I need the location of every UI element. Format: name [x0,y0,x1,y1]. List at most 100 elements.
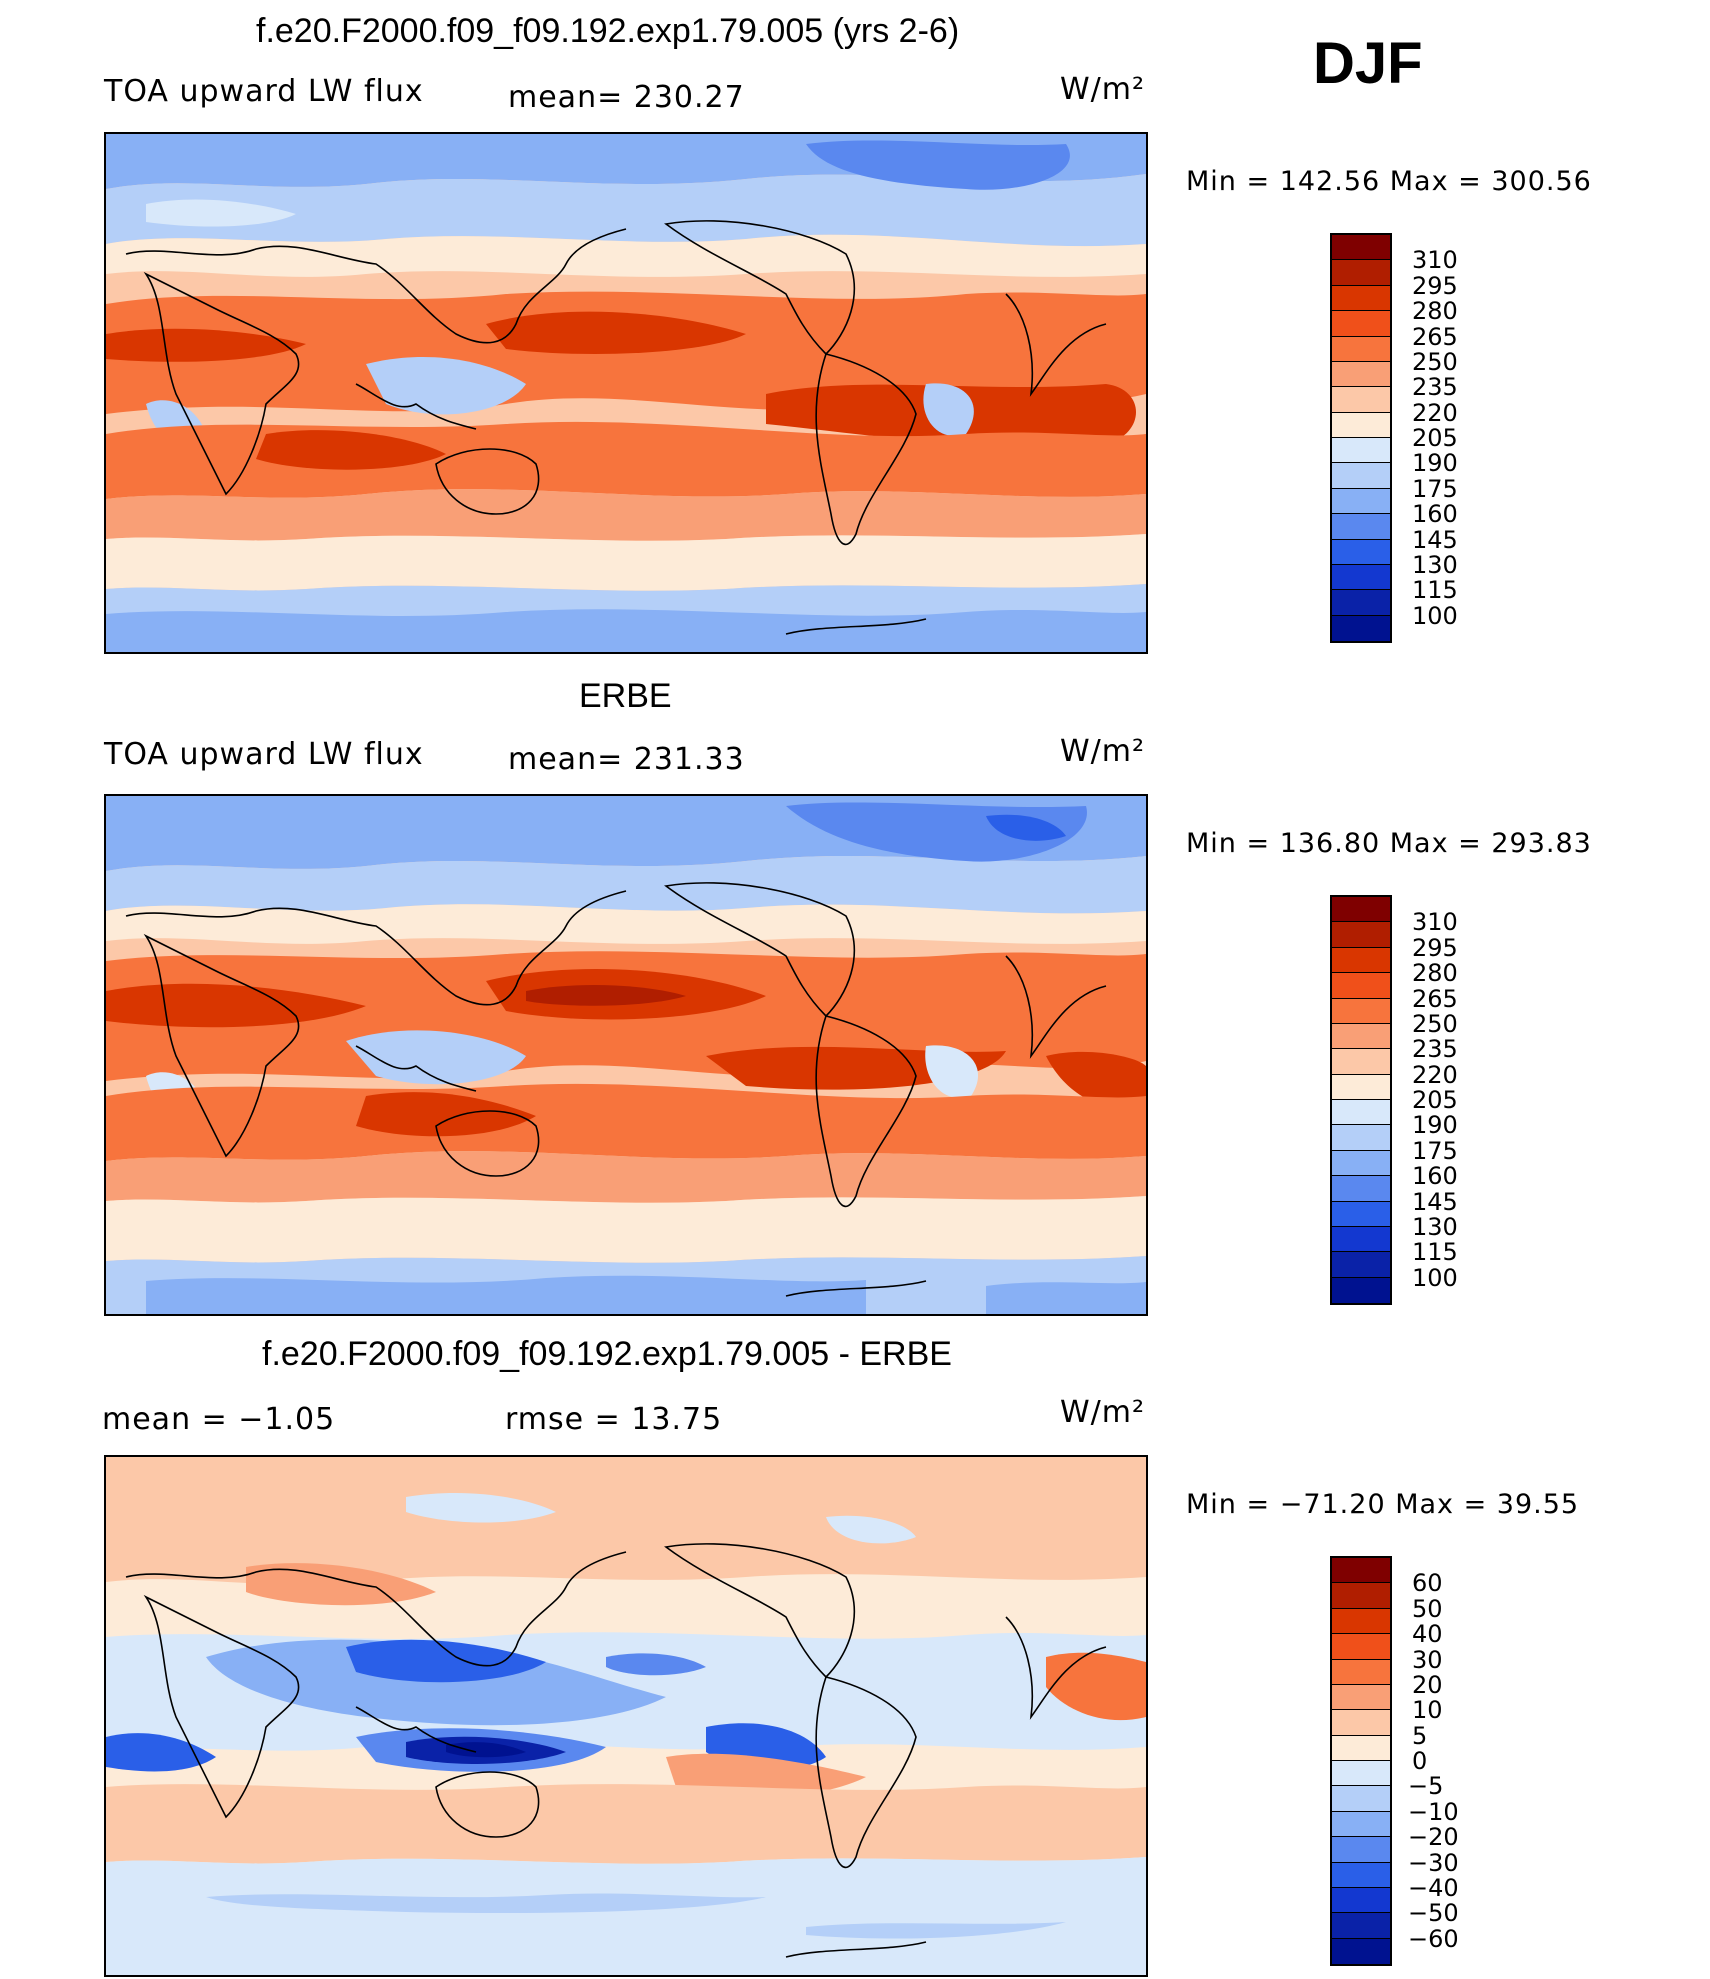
colorbar-swatch [1332,1811,1390,1838]
colorbar-tick-label: 130 [1412,1212,1458,1241]
colorbar-tick-label: 310 [1412,246,1458,275]
colorbar-swatch [1332,1023,1390,1050]
colorbar-swatch [1332,564,1390,591]
colorbar-tick-label: −30 [1408,1848,1459,1877]
colorbar-swatch [1332,311,1390,337]
colorbar-swatch [1332,1634,1390,1660]
panel-2-minmax: Min = 136.80 Max = 293.83 [1186,828,1592,859]
colorbar-tick-label: 130 [1412,550,1458,579]
colorbar-tick-label: 310 [1412,908,1458,937]
colorbar-swatch [1332,897,1390,923]
panel-1-variable-label: TOA upward LW flux [104,74,424,109]
colorbar-tick-label: 115 [1412,1238,1458,1267]
colorbar-swatch [1332,1226,1390,1253]
colorbar-swatch [1332,285,1390,312]
panel-1-minmax: Min = 142.56 Max = 300.56 [1186,166,1592,197]
colorbar-swatch [1332,514,1390,540]
colorbar-tick-label: 160 [1412,500,1458,529]
colorbar-tick-label: 5 [1412,1721,1428,1750]
panel-2-colorbar [1330,895,1392,1305]
season-label: DJF [1313,31,1423,96]
colorbar-swatch [1332,1710,1390,1736]
colorbar-tick-label: 280 [1412,297,1458,326]
colorbar-tick-label: 205 [1412,1086,1458,1114]
colorbar-swatch [1332,615,1390,641]
colorbar-tick-label: 205 [1412,424,1458,452]
colorbar-tick-label: −40 [1408,1873,1459,1902]
colorbar-swatch [1332,1761,1390,1787]
colorbar-swatch [1332,1583,1390,1609]
colorbar-tick-label: 175 [1412,474,1458,503]
colorbar-tick-label: 220 [1412,398,1458,427]
colorbar-swatch [1332,1100,1390,1126]
colorbar-tick-label: 40 [1412,1620,1443,1649]
panel-3-title: f.e20.F2000.f09_f09.192.exp1.79.005 - ER… [262,1335,952,1373]
colorbar-tick-label: −20 [1408,1823,1459,1852]
colorbar-tick-label: 295 [1412,271,1458,300]
colorbar-tick-label: 50 [1412,1594,1443,1623]
colorbar-tick-label: −50 [1408,1899,1459,1928]
colorbar-swatch [1332,1558,1390,1584]
colorbar-swatch [1332,1176,1390,1202]
colorbar-tick-label: 0 [1412,1747,1428,1775]
colorbar-swatch [1332,1201,1390,1227]
colorbar-tick-label: 145 [1412,1187,1458,1216]
panel-3-colorbar [1330,1556,1392,1966]
panel-3-units: W/m² [1060,1395,1146,1430]
panel-1-title: f.e20.F2000.f09_f09.192.exp1.79.005 (yrs… [256,12,960,50]
colorbar-tick-label: 115 [1412,576,1458,605]
colorbar-swatch [1332,1887,1390,1914]
colorbar-swatch [1332,1150,1390,1177]
colorbar-swatch [1332,539,1390,565]
colorbar-swatch [1332,1049,1390,1075]
colorbar-swatch [1332,1074,1390,1100]
colorbar-tick-label: 280 [1412,959,1458,988]
colorbar-tick-label: 190 [1412,449,1458,478]
panel-1-colorbar [1330,233,1392,643]
colorbar-swatch [1332,973,1390,999]
colorbar-swatch [1332,1659,1390,1685]
panel-2-map [104,794,1148,1316]
panel-3-mean-label: mean = −1.05 [102,1402,336,1437]
colorbar-swatch [1332,412,1390,438]
colorbar-tick-label: −5 [1408,1772,1444,1801]
panel-2-mean-label: mean= 231.33 [508,742,745,777]
colorbar-swatch [1332,1938,1390,1964]
colorbar-tick-label: −10 [1408,1797,1459,1826]
colorbar-tick-label: 100 [1412,601,1458,630]
colorbar-tick-label: 30 [1412,1645,1443,1674]
colorbar-tick-label: 235 [1412,373,1458,402]
colorbar-swatch [1332,1837,1390,1863]
colorbar-tick-label: 250 [1412,347,1458,376]
colorbar-swatch [1332,260,1390,286]
colorbar-swatch [1332,1277,1390,1303]
colorbar-tick-label: 295 [1412,933,1458,962]
colorbar-swatch [1332,463,1390,489]
colorbar-swatch [1332,361,1390,388]
colorbar-tick-label: 175 [1412,1136,1458,1165]
colorbar-tick-label: 190 [1412,1111,1458,1140]
colorbar-swatch [1332,387,1390,413]
panel-1-mean-label: mean= 230.27 [508,80,745,115]
colorbar-tick-label: 220 [1412,1060,1458,1089]
colorbar-swatch [1332,590,1390,616]
colorbar-tick-label: 235 [1412,1035,1458,1064]
colorbar-tick-label: −60 [1408,1924,1459,1953]
colorbar-tick-label: 20 [1412,1670,1443,1699]
panel-1-map [104,132,1148,654]
panel-3-rmse-label: rmse = 13.75 [505,1402,723,1437]
colorbar-swatch [1332,438,1390,464]
colorbar-swatch [1332,947,1390,974]
panel-2-title: ERBE [579,677,672,715]
panel-3-map [104,1455,1148,1977]
colorbar-tick-label: 250 [1412,1009,1458,1038]
colorbar-swatch [1332,1786,1390,1812]
colorbar-tick-label: 265 [1412,322,1458,351]
panel-1-units: W/m² [1060,72,1146,107]
panel-2-variable-label: TOA upward LW flux [104,737,424,772]
colorbar-swatch [1332,998,1390,1024]
colorbar-swatch [1332,1735,1390,1761]
colorbar-tick-label: 160 [1412,1162,1458,1191]
colorbar-swatch [1332,1913,1390,1939]
colorbar-swatch [1332,235,1390,261]
